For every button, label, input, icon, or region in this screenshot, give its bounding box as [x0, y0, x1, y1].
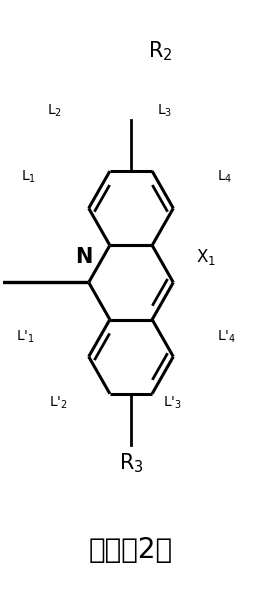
Text: L$_3$: L$_3$ — [157, 103, 172, 119]
Text: 通式（2）: 通式（2） — [89, 536, 173, 564]
Text: L$_4$: L$_4$ — [217, 169, 232, 185]
Text: X$_1$: X$_1$ — [196, 246, 216, 266]
Text: L$_2$: L$_2$ — [47, 103, 62, 119]
Text: L$_1$: L$_1$ — [21, 169, 36, 185]
Text: L$'_3$: L$'_3$ — [163, 395, 182, 411]
Text: L$'_1$: L$'_1$ — [17, 328, 35, 345]
Text: L$'_2$: L$'_2$ — [49, 395, 68, 411]
Text: L$'_4$: L$'_4$ — [217, 328, 236, 345]
Text: N: N — [75, 246, 92, 266]
Text: R$_2$: R$_2$ — [148, 39, 172, 63]
Text: R$_3$: R$_3$ — [119, 451, 143, 475]
